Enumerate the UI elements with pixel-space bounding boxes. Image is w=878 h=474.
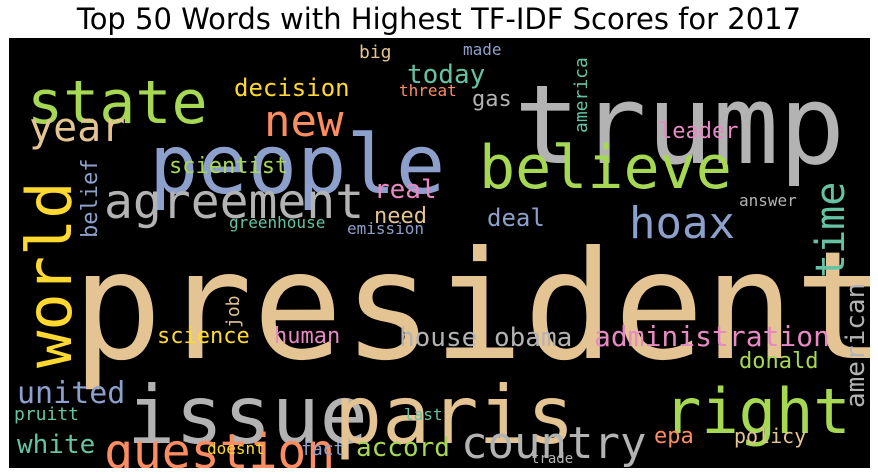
word-threat: threat (399, 81, 457, 100)
word-doesnt: doesnt (207, 439, 265, 458)
word-answer: answer (739, 191, 797, 210)
word-white: white (17, 430, 95, 460)
word-belief: belief (78, 159, 103, 238)
word-emission: emission (347, 219, 424, 238)
word-human: human (274, 324, 340, 349)
word-gas: gas (472, 87, 512, 112)
word-deal: deal (487, 204, 545, 232)
word-world: world (13, 181, 86, 368)
word-leader: leader (659, 119, 738, 144)
word-new: new (264, 96, 344, 147)
word-science: science (157, 324, 250, 349)
word-job: job (223, 295, 244, 328)
word-administration: administration (594, 320, 830, 353)
word-obama: obama (494, 323, 572, 353)
word-country: country (461, 418, 646, 468)
word-hoax: hoax (629, 198, 735, 249)
word-decision: decision (234, 74, 350, 102)
word-state: state (27, 68, 208, 138)
word-time: time (808, 182, 854, 278)
word-real: real (374, 175, 437, 205)
word-greenhouse: greenhouse (229, 213, 325, 232)
word-america: america (571, 57, 592, 133)
word-need: need (374, 204, 427, 229)
word-accord: accord (356, 433, 450, 463)
word-believe: believe (479, 133, 732, 203)
word-question: question (104, 424, 335, 468)
word-last: last (404, 405, 443, 424)
word-made: made (463, 40, 502, 59)
word-agreement: agreement (104, 174, 364, 230)
word-policy: policy (734, 424, 806, 448)
word-pruitt: pruitt (14, 404, 79, 425)
word-fact: fact (301, 439, 344, 460)
word-cloud: president trump people issue paris state belie… (9, 38, 870, 468)
word-trump: trump (514, 61, 845, 189)
word-today: today (407, 60, 485, 90)
word-united: united (17, 376, 125, 411)
word-big: big (359, 42, 392, 63)
word-paris: paris (334, 369, 575, 462)
word-house: house (399, 323, 477, 353)
word-president: president (72, 220, 870, 394)
word-year: year (29, 105, 125, 151)
word-scientist: scientist (169, 154, 288, 179)
chart-title: Top 50 Words with Highest TF-IDF Scores … (76, 2, 802, 36)
word-issue: issue (127, 369, 368, 462)
word-right: right (664, 375, 851, 448)
word-epa: epa (654, 424, 694, 449)
word-trade: trade (531, 451, 573, 467)
word-american: american (841, 283, 870, 408)
word-donald: donald (739, 349, 818, 374)
word-people: people (149, 118, 445, 213)
